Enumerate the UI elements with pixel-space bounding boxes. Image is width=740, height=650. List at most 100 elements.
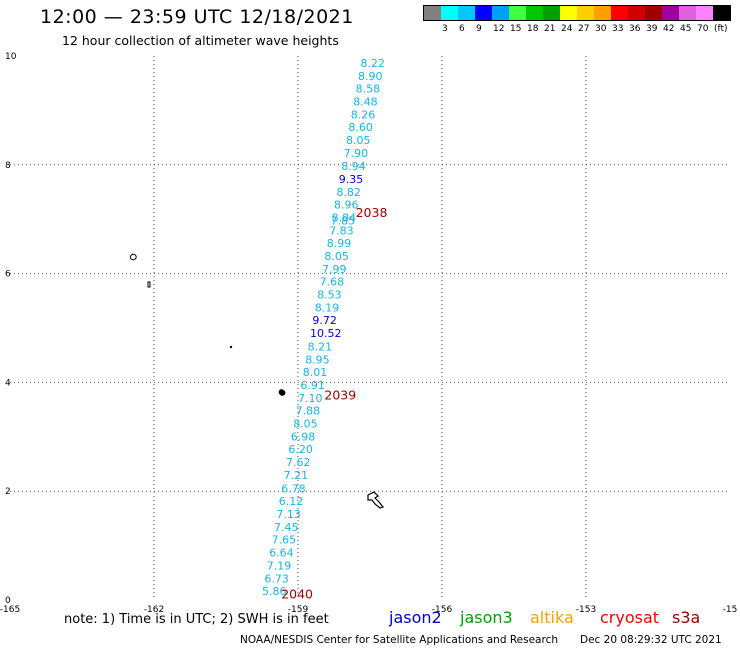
colorbar-label: 39 [646,24,658,34]
swh-points: 8.228.908.588.488.268.608.057.908.949.35… [262,57,385,598]
colorbar-swatch [560,6,577,20]
satellite-legend-item: jason3 [460,608,513,627]
swh-label: 10.52 [310,327,342,340]
swh-label: 8.26 [351,109,376,122]
colorbar-swatch [441,6,458,20]
swh-label: 7.83 [329,224,354,237]
swh-label: 8.05 [324,250,349,263]
time-label: 2040 [281,586,313,601]
colorbar-swatch [577,6,594,20]
swh-label: 7.65 [272,533,297,546]
page-subtitle: 12 hour collection of altimeter wave hei… [62,33,339,48]
swh-label: 7.68 [320,276,345,289]
colorbar-swatch [458,6,475,20]
swh-label: 8.99 [327,237,352,250]
colorbar-swatch [696,6,713,20]
swh-label: 8.82 [336,186,361,199]
colorbar-labels: 3 6 9 12 15 18 21 24 27 30 33 36 39 42 45 70 (ft) [423,24,731,36]
colorbar-label: 12 [493,24,505,34]
grid [10,56,730,600]
swh-label: 6.98 [291,431,316,444]
footnote: note: 1) Time is in UTC; 2) SWH is in fe… [64,612,329,627]
colorbar-swatch [679,6,696,20]
x-tick-label: -159 [288,605,309,615]
colorbar: 3 6 9 12 15 18 21 24 27 30 33 36 39 42 45 70 (ft) [423,5,731,36]
island-shape [229,345,233,349]
swh-label: 6.91 [300,379,325,392]
swh-label: 8.94 [341,160,366,173]
colorbar-label: 15 [510,24,522,34]
colorbar-swatch [492,6,509,20]
generation-timestamp: Dec 20 08:29:32 UTC 2021 [580,634,722,646]
swh-label: 6.78 [281,482,306,495]
colorbar-swatch [509,6,526,20]
swh-label: 9.72 [312,314,337,327]
credit-line: NOAA/NESDIS Center for Satellite Applica… [240,634,558,646]
swh-label: 8.96 [334,198,359,211]
colorbar-label: 9 [476,24,482,34]
swh-label: 7.88 [296,404,321,417]
colorbar-swatch [611,6,628,20]
swh-label: 8.53 [317,289,342,302]
satellite-legend-item: altika [530,608,574,627]
swh-label: 8.22 [360,57,385,70]
colorbar-swatch [628,6,645,20]
swh-label: 8.05 [293,418,318,431]
colorbar-label: 33 [612,24,624,34]
colorbar-label: 36 [629,24,641,34]
swh-label: 6.64 [269,546,294,559]
colorbar-label: 6 [459,24,465,34]
colorbar-label: 30 [595,24,607,34]
colorbar-label: 42 [663,24,675,34]
colorbar-swatch [526,6,543,20]
colorbar-label: 45 [680,24,692,34]
swh-label: 6.73 [264,573,289,586]
island-shape [129,253,137,261]
swh-label: 8.01 [303,366,328,379]
swh-label: 7.99 [322,263,347,276]
swh-label: 7.19 [267,560,292,573]
colorbar-swatch [475,6,492,20]
page-title: 12:00 — 23:59 UTC 12/18/2021 [40,6,354,28]
x-tick-label: -165 [0,605,20,615]
y-tick-label: 2 [5,487,11,497]
y-tick-label: 4 [5,378,11,388]
colorbar-swatch [713,6,730,20]
colorbar-label: 27 [578,24,590,34]
swh-label: 5.86 [262,585,287,598]
y-tick-label: 0 [5,596,11,606]
swh-label: 8.48 [353,96,378,109]
satellite-legend-item: jason2 [389,608,442,627]
swh-label: 8.19 [315,302,340,315]
swh-label: 8.05 [346,134,371,147]
swh-label: 6.12 [279,495,304,508]
island-shape [367,491,385,509]
satellite-legend-item: s3a [672,608,701,627]
satellite-legend-item: cryosat [600,608,660,627]
island-shape [278,389,286,396]
island-shape [147,281,151,288]
x-tick-label: -15 [723,605,738,615]
x-tick-label: -162 [144,605,164,615]
axis-ticks: -165 -162 -159 -156 -153 -15 0 2 4 6 8 10 [0,52,737,615]
swh-label: 6.20 [288,443,313,456]
swh-label: 7.10 [298,392,323,405]
swh-label: 7.13 [276,508,301,521]
colorbar-swatches [423,5,731,21]
colorbar-swatch [662,6,679,20]
swh-label: 7.21 [284,469,309,482]
colorbar-label: 21 [544,24,556,34]
swh-label: 7.62 [286,456,311,469]
colorbar-label: 70 [697,24,709,34]
swh-label: 8.84 [332,211,357,224]
swh-label: 8.95 [305,353,330,366]
x-tick-label: -156 [432,605,453,615]
time-label: 2039 [324,387,356,402]
y-tick-label: 10 [5,52,17,62]
colorbar-label: 18 [527,24,539,34]
swh-label: 8.58 [356,82,381,95]
colorbar-swatch [645,6,662,20]
swh-label: 9.35 [339,173,364,186]
colorbar-label: 24 [561,24,573,34]
